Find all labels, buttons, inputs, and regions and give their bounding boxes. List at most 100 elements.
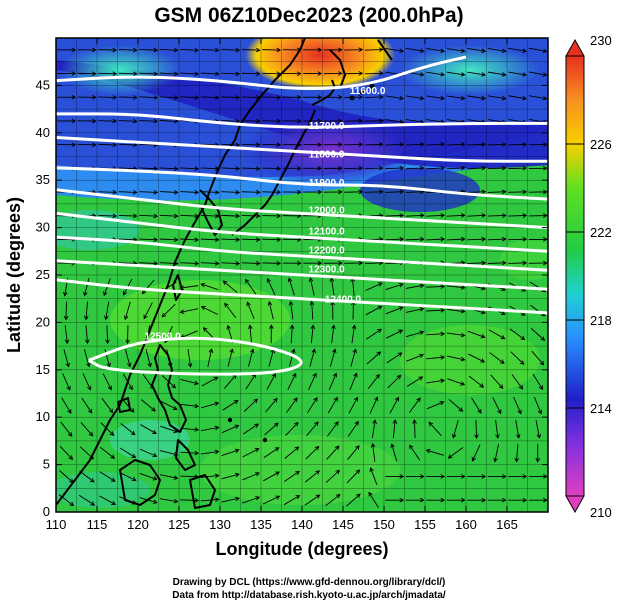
credit-data: Data from http://database.rish.kyoto-u.a… xyxy=(172,590,446,601)
wind-arrow xyxy=(344,165,364,171)
wind-arrow xyxy=(282,260,302,266)
wind-arrow xyxy=(242,472,260,481)
wind-arrow xyxy=(309,348,316,367)
wind-arrow xyxy=(80,421,94,437)
wind-arrow xyxy=(125,325,130,345)
x-axis-ticks: 110 115 120 125 130 135 140 145 150 155 160 165 xyxy=(46,38,518,532)
wind-arrow xyxy=(303,260,323,266)
wind-arrow xyxy=(308,372,317,391)
wind-arrow xyxy=(349,372,358,391)
wind-arrow xyxy=(100,422,115,436)
wind-arrow xyxy=(487,142,507,147)
wind-arrow xyxy=(241,261,261,266)
wind-arrow xyxy=(347,420,359,437)
wind-arrow xyxy=(282,71,302,76)
wind-arrow xyxy=(528,474,548,479)
wind-arrow xyxy=(61,397,72,414)
wind-arrow xyxy=(426,284,446,289)
height-contour-line xyxy=(56,166,548,201)
wind-arrow xyxy=(304,494,321,506)
wind-arrow xyxy=(495,420,500,439)
wind-arrow xyxy=(221,142,241,148)
wind-arrow xyxy=(98,189,118,195)
height-contour-line xyxy=(56,112,548,129)
wind-arrow xyxy=(241,237,261,242)
wind-arrow xyxy=(467,260,487,266)
wind-arrow xyxy=(346,469,361,484)
wind-arrow xyxy=(282,189,302,195)
wind-arrow xyxy=(98,142,118,148)
wind-arrow xyxy=(246,301,255,320)
wind-arrow xyxy=(487,95,507,101)
wind-arrow xyxy=(222,280,238,293)
credit-drawing: Drawing by DCL (https://www.gfd-dennou.o… xyxy=(173,577,446,588)
wind-arrow xyxy=(118,47,138,53)
wind-arrow xyxy=(83,349,91,368)
wind-arrow xyxy=(344,260,364,266)
wind-arrow xyxy=(426,213,446,218)
wind-arrow xyxy=(289,324,295,344)
wind-arrow xyxy=(282,95,302,100)
wind-arrow xyxy=(487,165,507,171)
height-contour-label: 12200.0 xyxy=(309,245,346,256)
wind-arrow xyxy=(81,397,93,414)
wind-arrow xyxy=(467,95,487,101)
wind-arrow xyxy=(221,261,241,266)
wind-arrow xyxy=(84,325,90,345)
wind-arrow xyxy=(426,307,446,313)
wind-arrow xyxy=(262,260,282,266)
wind-arrow xyxy=(426,331,446,337)
wind-arrow xyxy=(513,396,522,415)
wind-arrow xyxy=(243,398,258,412)
wind-arrow xyxy=(348,396,358,414)
wind-arrow xyxy=(119,472,137,482)
wind-arrow xyxy=(200,237,220,243)
wind-arrow xyxy=(118,71,138,77)
wind-arrow xyxy=(221,496,240,503)
wind-arrow xyxy=(99,471,116,482)
wind-arrow xyxy=(492,397,502,415)
wind-arrow xyxy=(508,189,528,195)
wind-arrow xyxy=(344,189,364,195)
wind-arrow xyxy=(488,329,506,340)
wind-arrow xyxy=(508,47,528,54)
wind-arrow xyxy=(262,189,282,195)
wind-arrow xyxy=(385,189,405,195)
wind-arrow xyxy=(98,71,118,77)
wind-arrow xyxy=(77,95,97,100)
height-contour-line xyxy=(56,235,548,272)
wind-arrow xyxy=(325,469,341,483)
wind-arrow xyxy=(528,95,548,101)
wind-arrow xyxy=(344,118,364,124)
wind-arrow xyxy=(371,419,377,439)
wind-arrow xyxy=(331,324,336,344)
wind-arrow xyxy=(118,142,138,148)
wind-arrow xyxy=(57,118,77,124)
wind-arrow xyxy=(57,94,77,100)
wind-arrow xyxy=(386,352,403,364)
wind-arrow xyxy=(323,165,343,171)
wind-arrow xyxy=(79,470,95,483)
wind-arrow xyxy=(514,443,520,463)
wind-arrow xyxy=(282,118,302,124)
wind-arrow xyxy=(77,47,97,53)
y-axis-label: Latitude (degrees) xyxy=(4,197,24,353)
wind-arrow xyxy=(405,474,425,479)
wind-arrow xyxy=(528,260,548,266)
wind-arrow xyxy=(139,189,159,195)
wind-arrow xyxy=(200,305,219,315)
wind-arrow xyxy=(77,118,97,124)
wind-arrow xyxy=(247,324,253,344)
y-axis-ticks: 0 5 10 15 20 25 30 35 40 45 xyxy=(36,77,548,519)
wind-arrow xyxy=(425,448,445,456)
wind-arrow xyxy=(200,497,220,502)
y-tick-label: 25 xyxy=(36,267,50,282)
wind-arrow xyxy=(77,142,97,148)
wind-arrow xyxy=(428,421,442,436)
wind-arrow xyxy=(385,47,405,54)
wind-arrow xyxy=(200,401,220,409)
wind-arrow xyxy=(143,302,153,320)
wind-arrow xyxy=(187,348,193,368)
wind-arrow xyxy=(101,397,114,414)
wind-arrow xyxy=(451,420,459,439)
